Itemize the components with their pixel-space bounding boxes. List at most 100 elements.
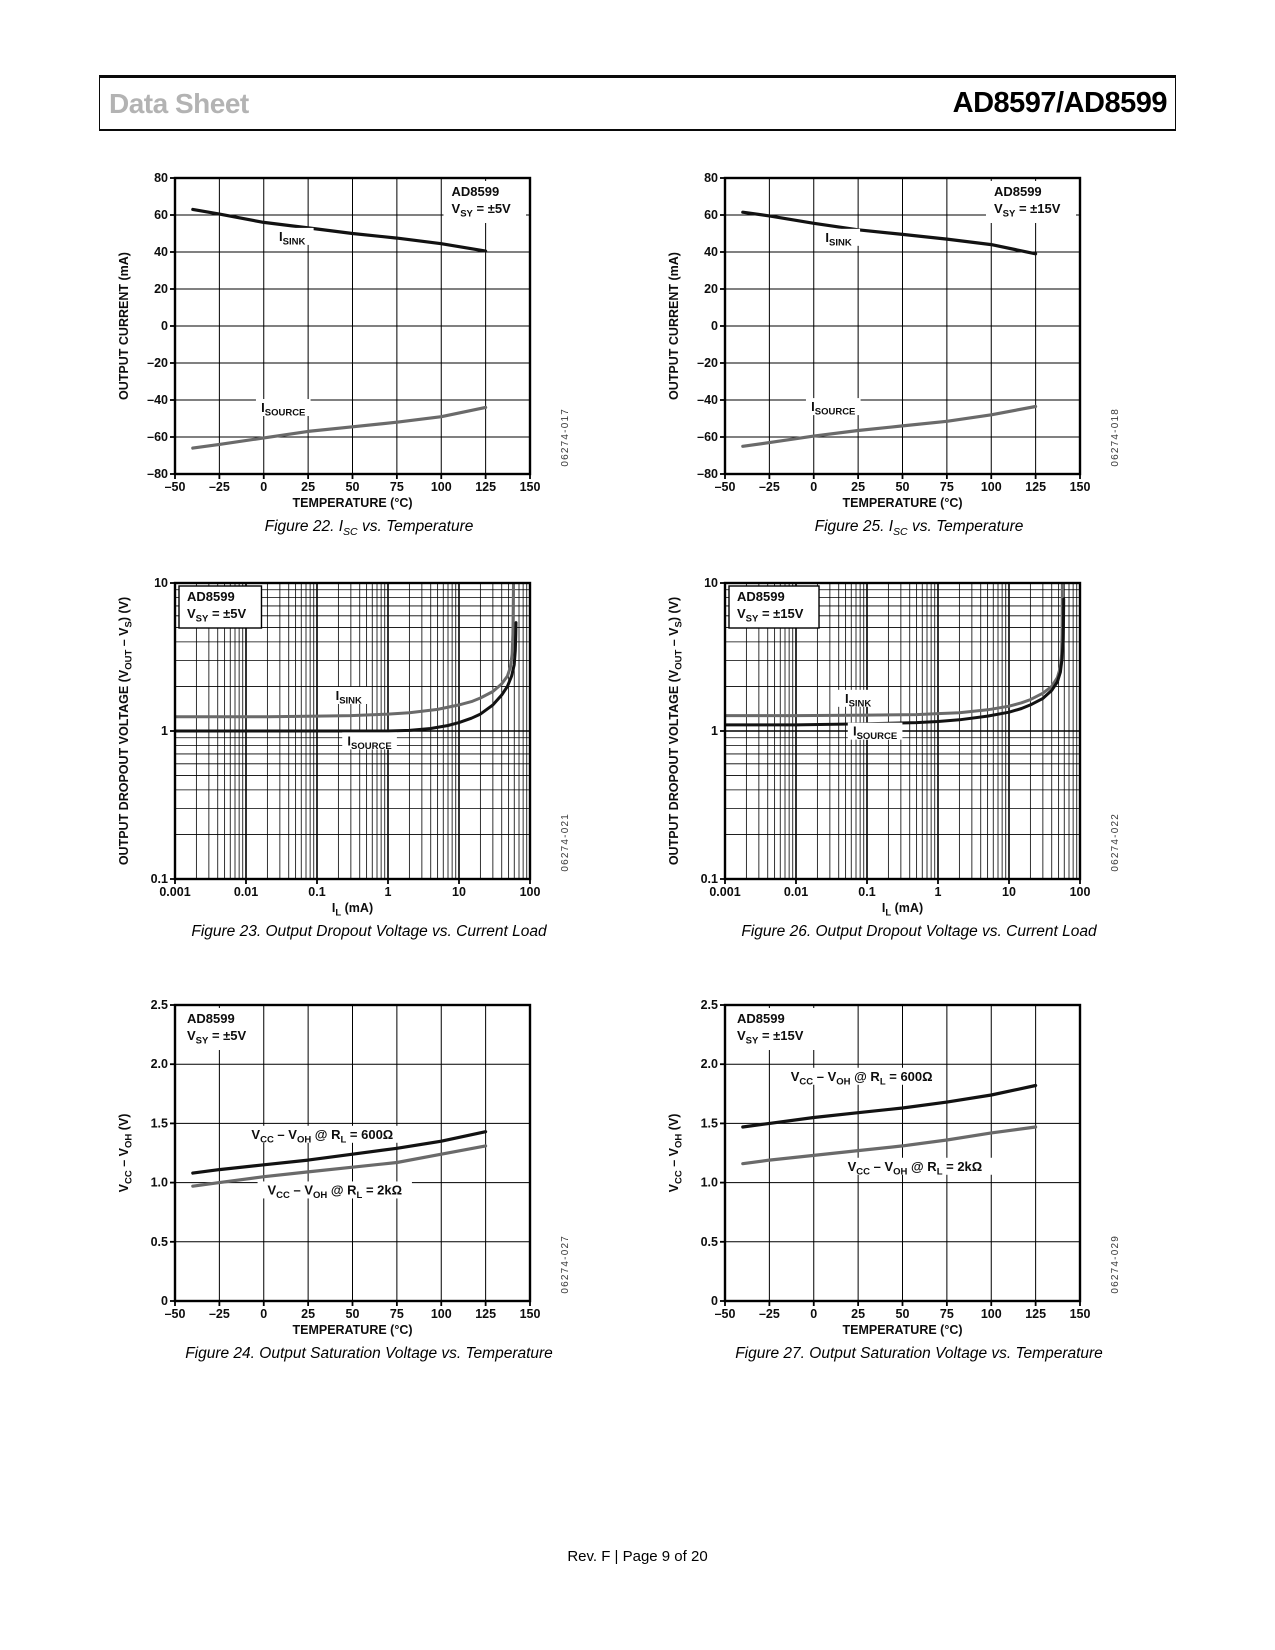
svg-text:OUTPUT CURRENT (mA): OUTPUT CURRENT (mA) — [117, 252, 131, 400]
svg-text:125: 125 — [475, 480, 496, 494]
svg-text:50: 50 — [896, 1307, 910, 1321]
svg-text:TEMPERATURE (°C): TEMPERATURE (°C) — [292, 496, 412, 510]
svg-text:40: 40 — [154, 245, 168, 259]
part-number-title: AD8597/AD8599 — [952, 87, 1168, 119]
svg-text:0.5: 0.5 — [701, 1235, 718, 1249]
figure-25-caption: Figure 25. ISC vs. Temperature — [814, 518, 1024, 539]
svg-text:–40: –40 — [697, 393, 718, 407]
svg-text:0.1: 0.1 — [151, 872, 168, 886]
svg-text:1: 1 — [385, 885, 392, 899]
isc-vs-temperature-chart-5v: –50 –25 0 25 50 75 100 125 150 80 60 40 20 0 –20 –40 –60… — [117, 171, 541, 510]
figure-27-code: 06274-029 — [1110, 1235, 1121, 1294]
figure-23-caption: Figure 23. Output Dropout Voltage vs. Cu… — [191, 923, 547, 940]
svg-text:–20: –20 — [697, 356, 718, 370]
svg-text:OUTPUT DROPOUT VOLTAGE (VOUT –: OUTPUT DROPOUT VOLTAGE (VOUT – VS) (V) — [117, 597, 135, 865]
svg-text:0.1: 0.1 — [308, 885, 325, 899]
svg-text:25: 25 — [301, 1307, 315, 1321]
svg-text:1: 1 — [711, 724, 718, 738]
svg-text:IL (mA): IL (mA) — [332, 901, 373, 919]
svg-text:TEMPERATURE (°C): TEMPERATURE (°C) — [292, 1323, 412, 1337]
figure-25: –50 –25 0 25 50 75 100 125 150 80 60 40 20 0 –20 –40 –60… — [663, 170, 1143, 538]
svg-text:–20: –20 — [147, 356, 168, 370]
svg-text:ISINK: ISINK — [336, 688, 362, 707]
svg-text:–50: –50 — [715, 480, 736, 494]
svg-text:25: 25 — [851, 480, 865, 494]
svg-text:ISINK: ISINK — [825, 230, 851, 249]
svg-text:1: 1 — [161, 724, 168, 738]
svg-text:ISOURCE: ISOURCE — [853, 724, 897, 743]
svg-text:–25: –25 — [759, 480, 780, 494]
svg-text:–25: –25 — [209, 480, 230, 494]
figure-24-caption: Figure 24. Output Saturation Voltage vs.… — [185, 1345, 553, 1362]
svg-text:150: 150 — [520, 480, 541, 494]
svg-text:VSY = ±5V: VSY = ±5V — [187, 1028, 247, 1047]
figure-24-code: 06274-027 — [560, 1235, 571, 1294]
svg-text:0: 0 — [711, 1294, 718, 1308]
svg-text:0: 0 — [711, 319, 718, 333]
svg-text:ISOURCE: ISOURCE — [811, 399, 855, 418]
svg-text:VCC – VOH (V): VCC – VOH (V) — [117, 1114, 135, 1193]
figure-25-code: 06274-018 — [1110, 408, 1121, 467]
svg-text:125: 125 — [475, 1307, 496, 1321]
svg-text:1.0: 1.0 — [151, 1176, 168, 1190]
svg-text:50: 50 — [346, 1307, 360, 1321]
figure-23-code: 06274-021 — [560, 813, 571, 872]
svg-text:60: 60 — [154, 208, 168, 222]
svg-text:AD8599: AD8599 — [737, 1011, 785, 1026]
isc-vs-temperature-chart-15v: –50 –25 0 25 50 75 100 125 150 80 60 40 20 0 –20 –40 –60… — [667, 171, 1091, 510]
svg-text:VSY = ±15V: VSY = ±15V — [737, 1028, 804, 1047]
figure-22-caption: Figure 22. ISC vs. Temperature — [264, 518, 474, 539]
svg-text:10: 10 — [704, 576, 718, 590]
figure-22-code: 06274-017 — [560, 408, 571, 467]
svg-text:100: 100 — [431, 480, 452, 494]
svg-text:150: 150 — [1070, 1307, 1091, 1321]
datasheet-label: Data Sheet — [109, 87, 249, 119]
svg-text:–50: –50 — [165, 1307, 186, 1321]
svg-text:80: 80 — [704, 171, 718, 185]
svg-text:10: 10 — [1002, 885, 1016, 899]
svg-text:1: 1 — [935, 885, 942, 899]
svg-text:–60: –60 — [697, 430, 718, 444]
svg-text:125: 125 — [1025, 480, 1046, 494]
svg-text:–80: –80 — [147, 467, 168, 481]
svg-text:50: 50 — [896, 480, 910, 494]
svg-text:VCC – VOH @ RL = 2kΩ: VCC – VOH @ RL = 2kΩ — [267, 1182, 402, 1201]
figure-26-code: 06274-022 — [1110, 813, 1121, 872]
svg-text:0: 0 — [161, 319, 168, 333]
svg-text:TEMPERATURE (°C): TEMPERATURE (°C) — [842, 496, 962, 510]
page-footer: Rev. F | Page 9 of 20 — [567, 1548, 708, 1565]
svg-text:0.01: 0.01 — [784, 885, 808, 899]
svg-text:125: 125 — [1025, 1307, 1046, 1321]
svg-text:ISINK: ISINK — [279, 229, 305, 248]
svg-text:VSY = ±15V: VSY = ±15V — [737, 606, 804, 625]
svg-text:150: 150 — [1070, 480, 1091, 494]
dropout-voltage-chart-5v: 0.001 0.01 0.1 1 10 100 10 1 0.1 IL (mA) OUTPUT DR… — [117, 576, 540, 919]
svg-text:20: 20 — [704, 282, 718, 296]
svg-text:0: 0 — [810, 480, 817, 494]
svg-text:–50: –50 — [715, 1307, 736, 1321]
svg-text:VSY = ±5V: VSY = ±5V — [187, 606, 247, 625]
svg-text:25: 25 — [301, 480, 315, 494]
svg-text:–50: –50 — [165, 480, 186, 494]
svg-text:60: 60 — [704, 208, 718, 222]
svg-text:25: 25 — [851, 1307, 865, 1321]
saturation-voltage-chart-5v: –50 –25 0 25 50 75 100 125 150 2.5 2.0 1.5 1.0 0.5 0 TE… — [117, 998, 541, 1337]
svg-text:AD8599: AD8599 — [187, 589, 235, 604]
svg-text:1.5: 1.5 — [151, 1116, 168, 1130]
svg-text:–25: –25 — [209, 1307, 230, 1321]
svg-text:–60: –60 — [147, 430, 168, 444]
svg-text:0.001: 0.001 — [709, 885, 740, 899]
svg-text:75: 75 — [940, 1307, 954, 1321]
svg-text:10: 10 — [452, 885, 466, 899]
svg-text:0.5: 0.5 — [151, 1235, 168, 1249]
svg-text:0.1: 0.1 — [701, 872, 718, 886]
svg-text:ISOURCE: ISOURCE — [261, 400, 305, 419]
svg-text:40: 40 — [704, 245, 718, 259]
svg-text:2.5: 2.5 — [701, 998, 718, 1012]
svg-text:OUTPUT CURRENT (mA): OUTPUT CURRENT (mA) — [667, 252, 681, 400]
svg-text:150: 150 — [520, 1307, 541, 1321]
figure-22: –50 –25 0 25 50 75 100 125 150 80 60 40 20 0 –20 –40 –60… — [113, 170, 593, 538]
dropout-voltage-chart-15v: 0.001 0.01 0.1 1 10 100 10 1 0.1 IL (mA) OUTPUT DR… — [667, 576, 1090, 919]
svg-text:OUTPUT DROPOUT VOLTAGE (VOUT –: OUTPUT DROPOUT VOLTAGE (VOUT – VS) (V) — [667, 597, 685, 865]
